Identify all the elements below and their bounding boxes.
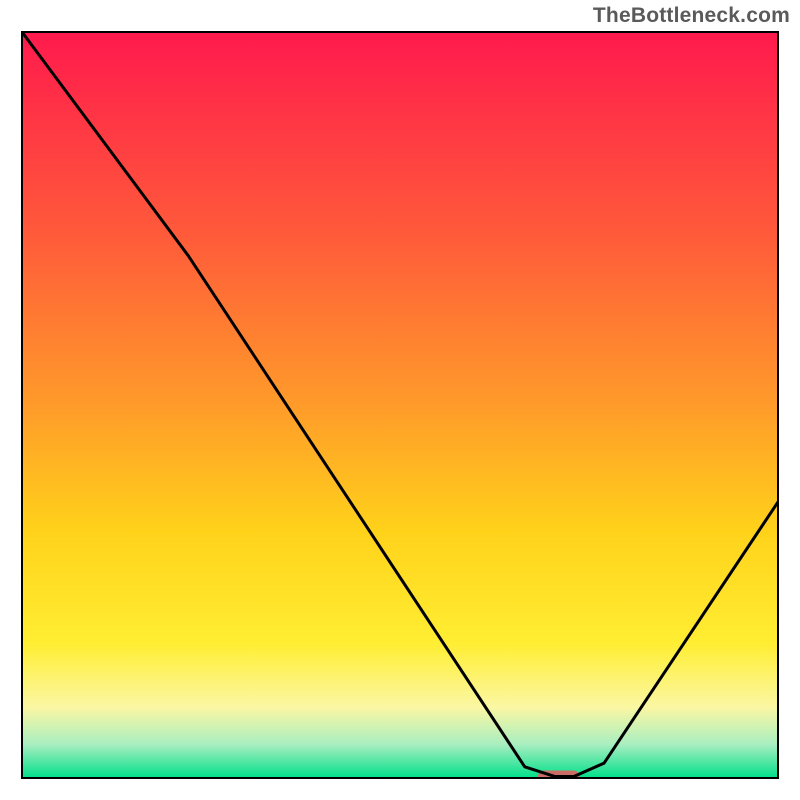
- gradient-background: [22, 32, 778, 778]
- bottleneck-curve-chart: [0, 0, 800, 800]
- watermark-text: TheBottleneck.com: [593, 4, 790, 28]
- chart-container: TheBottleneck.com: [0, 0, 800, 800]
